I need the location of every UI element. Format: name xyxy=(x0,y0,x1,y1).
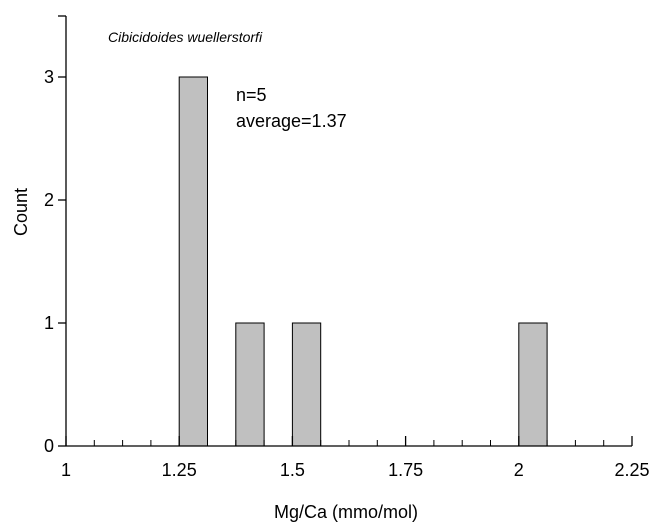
x-tick-label-0: 1 xyxy=(61,460,71,480)
y-tick-label-0: 0 xyxy=(44,436,54,456)
annotation-n: n=5 xyxy=(236,85,267,105)
x-tick-label-5: 2.25 xyxy=(614,460,649,480)
y-tick-label-2: 2 xyxy=(44,190,54,210)
x-axis-label: Mg/Ca (mmo/mol) xyxy=(274,502,418,522)
x-tick-label-3: 1.75 xyxy=(388,460,423,480)
annotation-average: average=1.37 xyxy=(236,111,347,131)
x-tick-label-2: 1.5 xyxy=(280,460,305,480)
histogram-bar-0 xyxy=(178,76,208,447)
histogram-bar-3 xyxy=(518,322,548,447)
histogram-bar-2 xyxy=(291,322,322,447)
y-tick-label-3: 3 xyxy=(44,67,54,87)
bars-group xyxy=(178,76,548,447)
y-tick-label-1: 1 xyxy=(44,313,54,333)
x-tick-label-4: 2 xyxy=(514,460,524,480)
y-axis-label: Count xyxy=(11,188,31,236)
chart-title: Cibicidoides wuellerstorfi xyxy=(108,29,263,45)
x-tick-label-1: 1.25 xyxy=(162,460,197,480)
histogram-bar-1 xyxy=(235,322,265,447)
